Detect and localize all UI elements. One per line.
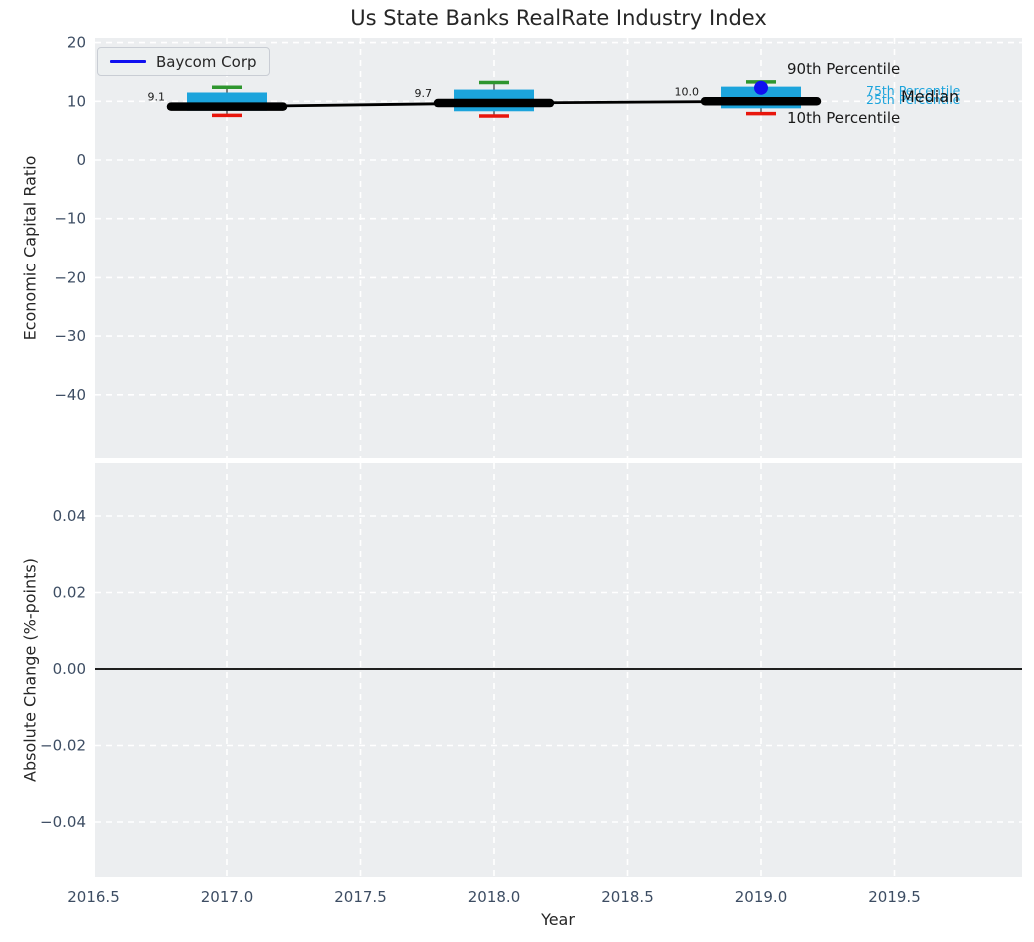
- xtick-label: 2018.0: [468, 888, 521, 906]
- company-point: [754, 80, 768, 95]
- bottom-plot-area: [95, 463, 1022, 877]
- legend-label: Baycom Corp: [156, 52, 257, 71]
- xtick-label: 2019.5: [868, 888, 921, 906]
- xtick-label: 2019.0: [735, 888, 788, 906]
- ytick-label-top: 10: [67, 92, 86, 110]
- annotation-median: Median: [901, 87, 960, 106]
- y-axis-label-bottom: Absolute Change (%-points): [20, 558, 40, 782]
- ytick-label-top: −30: [54, 327, 86, 345]
- y-axis-label-top: Economic Capital Ratio: [20, 155, 40, 341]
- ytick-label-top: −40: [54, 386, 86, 404]
- legend-line-sample: [110, 60, 146, 63]
- annotation-90th-percentile: 90th Percentile: [787, 60, 901, 78]
- ytick-label-bottom: −0.02: [40, 737, 86, 755]
- median-value-label: 9.1: [148, 91, 166, 104]
- median-value-label: 10.0: [675, 85, 700, 98]
- ytick-label-top: −20: [54, 268, 86, 286]
- annotation-75th-percentile: 75th Percentile: [866, 83, 961, 98]
- xtick-label: 2017.0: [201, 888, 254, 906]
- annotation-10th-percentile: 10th Percentile: [787, 109, 901, 127]
- ytick-label-top: 20: [67, 34, 86, 52]
- annotation-25th-percentile: 25th Percentile: [866, 92, 961, 107]
- chart-title: Us State Banks RealRate Industry Index: [350, 6, 767, 30]
- median-value-label: 9.7: [415, 87, 433, 100]
- ytick-label-bottom: 0.04: [53, 507, 86, 525]
- xtick-label: 2017.5: [334, 888, 387, 906]
- legend-box: Baycom Corp: [97, 47, 270, 76]
- ytick-label-top: 0: [76, 151, 86, 169]
- ytick-label-bottom: 0.00: [53, 660, 86, 678]
- x-axis-label: Year: [541, 910, 575, 929]
- xtick-label: 2016.5: [67, 888, 120, 906]
- ytick-label-top: −10: [54, 210, 86, 228]
- ytick-label-bottom: −0.04: [40, 813, 86, 831]
- ytick-label-bottom: 0.02: [53, 584, 86, 602]
- xtick-label: 2018.5: [601, 888, 654, 906]
